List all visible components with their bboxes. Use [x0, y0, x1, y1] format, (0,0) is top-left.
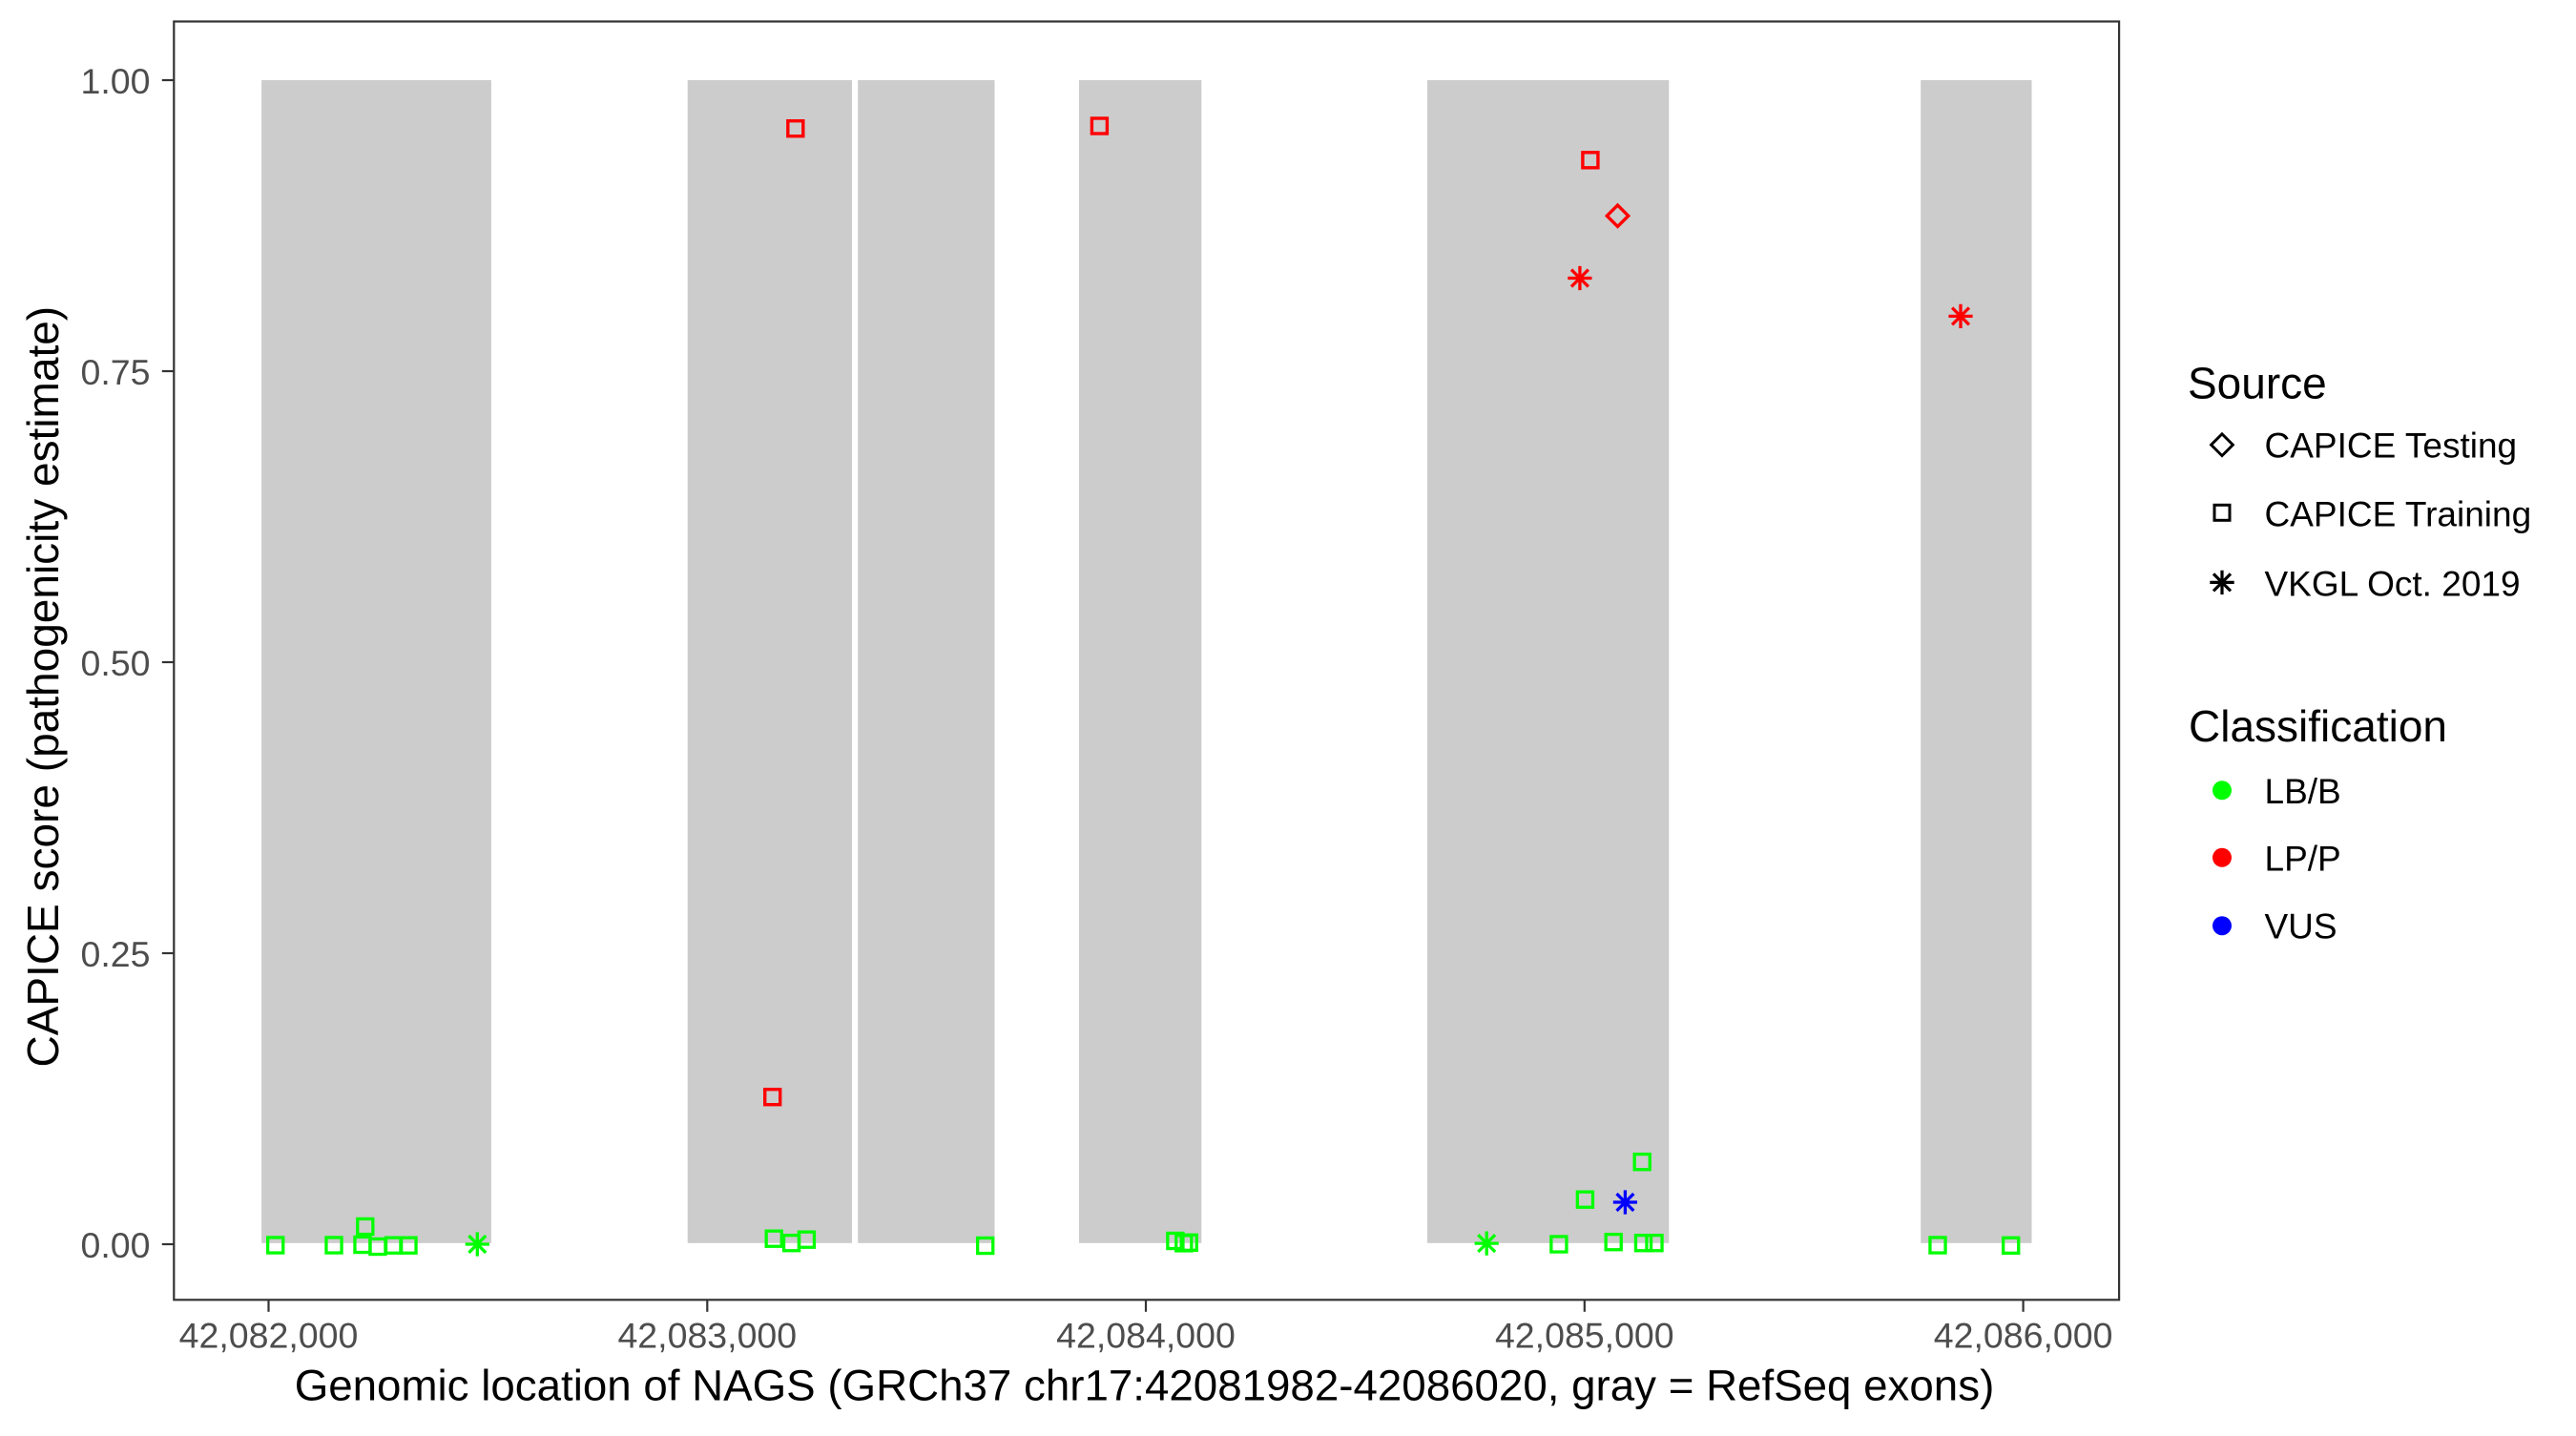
svg-text:42,084,000: 42,084,000: [1056, 1316, 1236, 1356]
svg-text:CAPICE score (pathogenicity es: CAPICE score (pathogenicity estimate): [18, 306, 68, 1068]
svg-text:1.00: 1.00: [81, 61, 151, 101]
svg-text:42,082,000: 42,082,000: [179, 1316, 359, 1356]
svg-text:0.50: 0.50: [81, 643, 151, 683]
svg-text:CAPICE Testing: CAPICE Testing: [2265, 427, 2518, 466]
svg-text:0.25: 0.25: [81, 934, 151, 974]
svg-text:CAPICE Training: CAPICE Training: [2265, 494, 2532, 533]
svg-text:Source: Source: [2188, 358, 2327, 407]
svg-text:42,083,000: 42,083,000: [617, 1316, 797, 1356]
svg-text:0.00: 0.00: [81, 1225, 151, 1265]
svg-text:Genomic location of NAGS (GRCh: Genomic location of NAGS (GRCh37 chr17:4…: [295, 1361, 1995, 1409]
svg-text:0.75: 0.75: [81, 352, 151, 392]
svg-text:Classification: Classification: [2189, 701, 2447, 751]
svg-text:42,086,000: 42,086,000: [1934, 1316, 2113, 1356]
svg-text:VUS: VUS: [2265, 907, 2337, 947]
svg-text:42,085,000: 42,085,000: [1495, 1316, 1674, 1356]
svg-text:LP/P: LP/P: [2265, 839, 2341, 878]
svg-text:LB/B: LB/B: [2265, 772, 2341, 811]
svg-text:VKGL Oct. 2019: VKGL Oct. 2019: [2265, 564, 2521, 603]
